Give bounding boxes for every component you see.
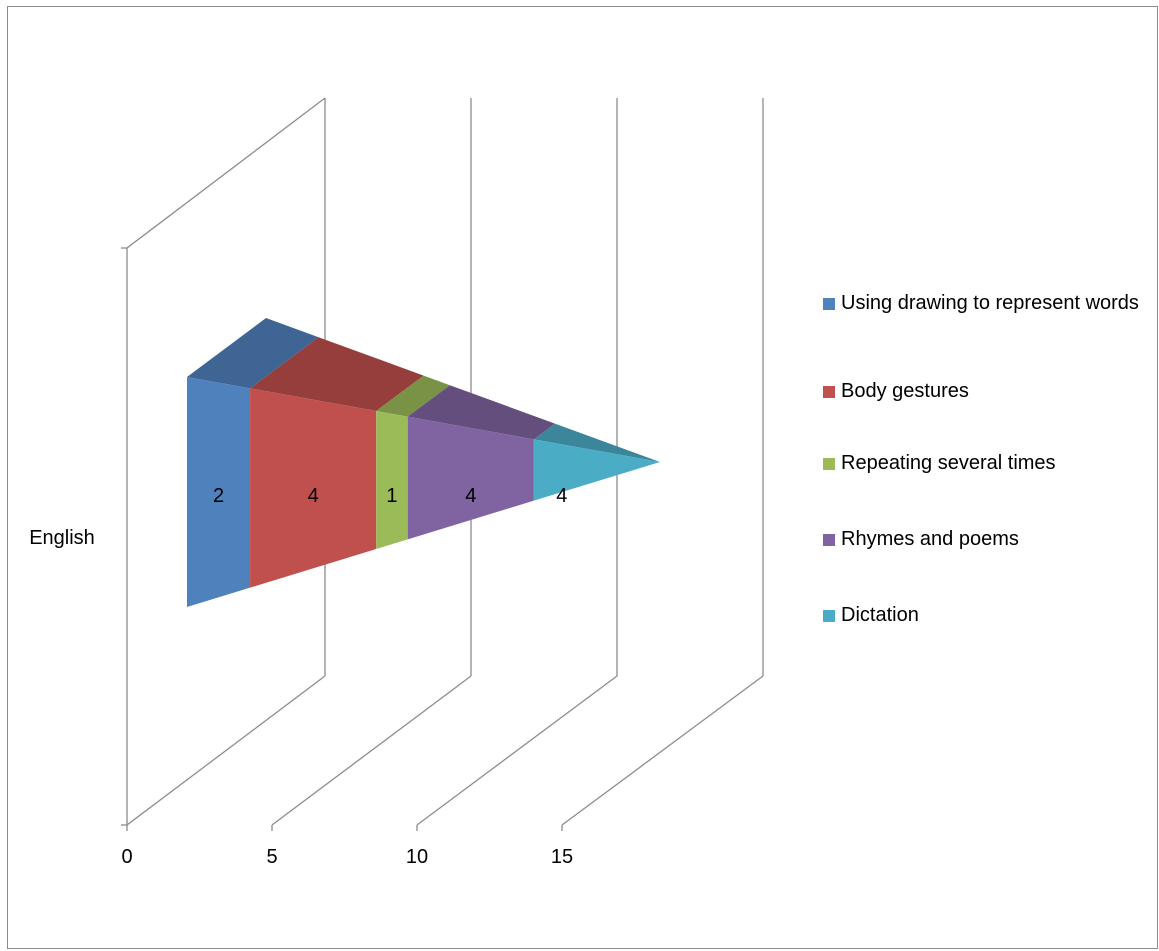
legend-item: Using drawing to represent words [823, 288, 1141, 318]
pyramid-top-3 [376, 375, 450, 417]
pyramid-segment-4 [407, 416, 534, 540]
pyramid-top-2 [250, 337, 424, 411]
x-tick-label: 10 [406, 846, 428, 868]
x-tick-label: 15 [551, 846, 573, 868]
left-wall-top-edge [126, 97, 326, 249]
gridlines [121, 97, 764, 831]
legend-swatch [823, 458, 835, 470]
legend-item: Rhymes and poems [823, 524, 1141, 554]
gridline-floor [126, 675, 326, 826]
legend-item: Dictation [823, 600, 1141, 630]
pyramid-segment-2 [250, 388, 377, 588]
legend-label: Body gestures [841, 380, 969, 402]
pyramid-segment-3 [376, 411, 408, 549]
pyramid-segment-5 [533, 439, 660, 501]
data-label-2: 4 [308, 485, 319, 507]
legend-swatch [823, 386, 835, 398]
legend-item: Body gestures [823, 376, 1141, 406]
gridline-floor [416, 675, 618, 826]
pyramid-top-1 [187, 318, 319, 389]
legend-swatch [823, 610, 835, 622]
legend-label: Dictation [841, 604, 919, 626]
gridline-floor [271, 675, 472, 826]
legend-label: Using drawing to represent words [841, 292, 1139, 314]
data-label-3: 1 [386, 485, 397, 507]
pyramid-segment-1 [187, 377, 251, 607]
legend-item: Repeating several times [823, 448, 1141, 478]
data-label-1: 2 [213, 485, 224, 507]
legend-swatch [823, 298, 835, 310]
gridline-floor [561, 675, 764, 826]
labels: 0 5 10 15 English 2 4 1 4 4 [29, 485, 573, 868]
category-label: English [29, 527, 95, 549]
x-tick-label: 5 [266, 846, 277, 868]
legend-label: Repeating several times [841, 452, 1056, 474]
data-label-5: 4 [556, 485, 567, 507]
x-tick-label: 0 [121, 846, 132, 868]
bar-segments [187, 318, 660, 607]
data-label-4: 4 [465, 485, 476, 507]
legend-label: Rhymes and poems [841, 528, 1019, 550]
pyramid-top-5 [533, 423, 660, 462]
pyramid-top-4 [407, 385, 555, 440]
legend-swatch [823, 534, 835, 546]
